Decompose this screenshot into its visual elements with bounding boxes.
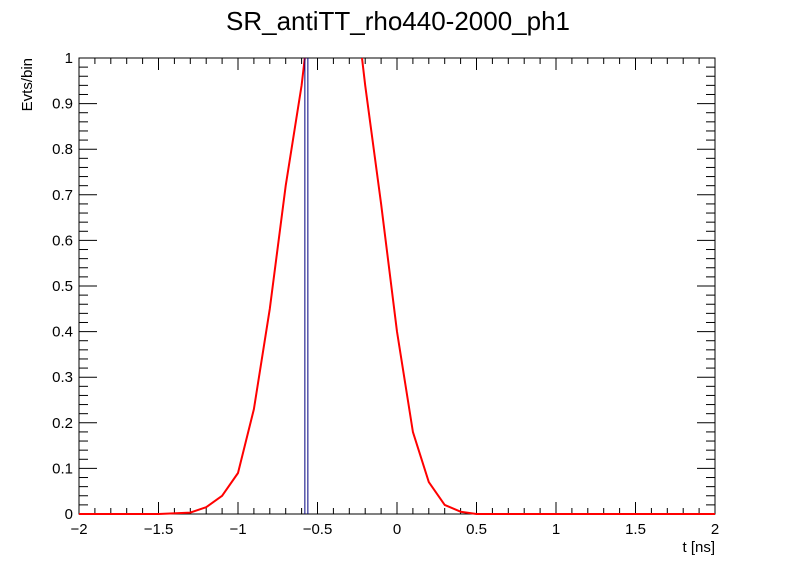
chart-title: SR_antiTT_rho440-2000_ph1 (226, 6, 570, 36)
x-tick-label: −0.5 (303, 521, 333, 538)
x-tick-label: −2 (70, 521, 87, 538)
y-tick-label: 0 (65, 506, 73, 523)
x-tick-label: −1 (229, 521, 246, 538)
y-tick-label: 0.2 (52, 415, 73, 432)
y-tick-label: 0.5 (52, 278, 73, 295)
y-tick-label: 1 (65, 50, 73, 67)
x-axis-label: t [ns] (682, 539, 715, 556)
x-tick-label: 2 (711, 521, 719, 538)
y-axis-label: Evts/bin (19, 58, 36, 111)
y-tick-label: 0.3 (52, 369, 73, 386)
x-tick-label: 0.5 (466, 521, 487, 538)
series-line (361, 57, 715, 515)
x-axis: −2 −1.5 −1 −0.5 0 0.5 1 1.5 2 (70, 58, 719, 538)
series-layer (79, 57, 715, 515)
x-tick-label: 0 (393, 521, 401, 538)
x-tick-label: 1 (552, 521, 560, 538)
y-tick-label: 0.8 (52, 141, 73, 158)
plot-border (78, 57, 716, 515)
y-tick-label: 0.1 (52, 460, 73, 477)
y-tick-label: 0.4 (52, 324, 73, 341)
y-tick-label: 0.7 (52, 187, 73, 204)
x-tick-label: 1.5 (625, 521, 646, 538)
series-line (79, 57, 306, 515)
y-tick-label: 0.6 (52, 232, 73, 249)
y-tick-label: 0.9 (52, 96, 73, 113)
plot-frame (78, 57, 716, 515)
y-axis: 0 0.1 0.2 0.3 0.4 0.5 0.6 0.7 0.8 0.9 1 (52, 50, 715, 523)
x-tick-label: −1.5 (144, 521, 174, 538)
